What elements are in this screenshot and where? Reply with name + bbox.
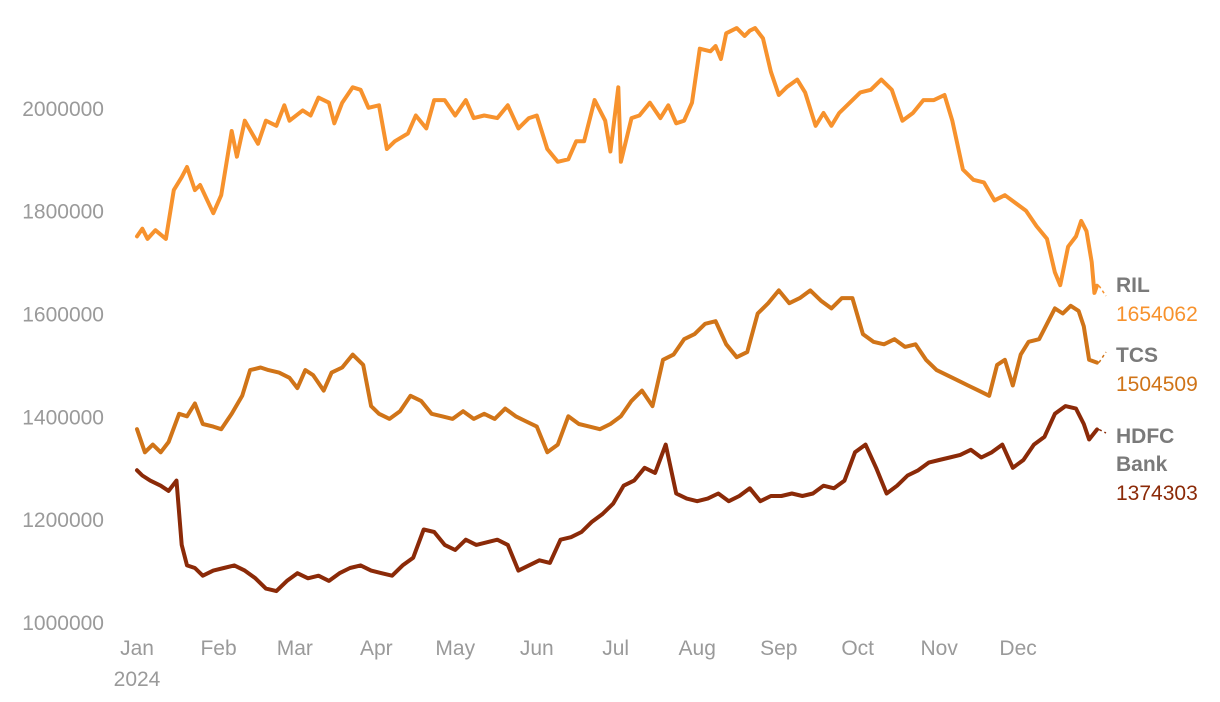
y-tick-label: 1000000 (22, 612, 104, 635)
y-tick-label: 2000000 (22, 98, 104, 121)
series-value-label: 1654062 (1116, 303, 1198, 326)
label-leader-line (1098, 351, 1107, 364)
x-tick-label: Dec (999, 637, 1036, 660)
series-value-label: 1374303 (1116, 482, 1198, 505)
x-tick-label: Jan (120, 637, 154, 660)
label-leader-line (1098, 285, 1107, 297)
x-tick-label: Jul (602, 637, 629, 660)
y-tick-label: 1600000 (22, 304, 104, 327)
y-tick-label: 1400000 (22, 406, 104, 429)
series-value-label: 1504509 (1116, 373, 1198, 396)
x-tick-label: Aug (679, 637, 716, 660)
x-tick-label: Jun (520, 637, 554, 660)
end-labels: RIL 1654062 TCS 1504509 HDFC Bank 1374303 (1098, 274, 1198, 505)
series-name-label: TCS (1116, 344, 1158, 367)
x-tick-label: Feb (200, 637, 236, 660)
x-axis: Jan 2024 Feb Mar Apr May Jun Jul Aug Sep Oct Nov Dec (114, 637, 1037, 691)
y-tick-label: 1800000 (22, 201, 104, 224)
y-tick-label: 1200000 (22, 509, 104, 532)
x-tick-label: Nov (921, 637, 959, 660)
series-name-label: HDFC (1116, 425, 1174, 448)
series-layer (135, 26, 1099, 594)
series-line-ril (135, 26, 1099, 295)
x-tick-label: Mar (277, 637, 313, 660)
x-tick-label: Apr (360, 637, 393, 660)
series-line-tcs (135, 288, 1099, 455)
label-leader-line (1098, 428, 1107, 434)
series-line-hdfc-bank (135, 404, 1099, 594)
x-tick-sublabel: 2024 (114, 668, 161, 691)
y-axis: 1000000 1200000 1400000 1600000 1800000 20000… (22, 98, 104, 635)
x-tick-label: May (435, 637, 475, 660)
x-tick-label: Oct (841, 637, 874, 660)
x-tick-label: Sep (760, 637, 797, 660)
series-name-label: RIL (1116, 274, 1150, 297)
series-name-label: Bank (1116, 453, 1168, 476)
